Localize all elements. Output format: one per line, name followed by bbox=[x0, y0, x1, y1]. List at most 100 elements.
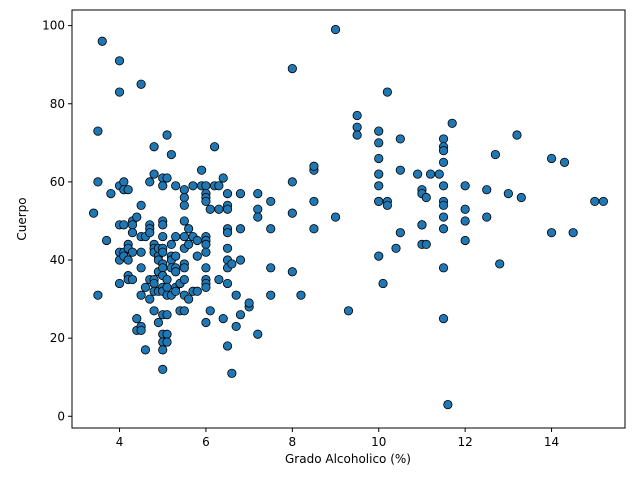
data-point bbox=[395, 228, 405, 238]
data-point bbox=[374, 153, 384, 164]
data-point bbox=[114, 278, 125, 289]
data-point bbox=[179, 216, 189, 226]
data-point bbox=[374, 138, 384, 148]
x-axis-label: Grado Alcoholico (%) bbox=[285, 452, 411, 466]
data-point bbox=[197, 165, 207, 175]
data-point bbox=[214, 181, 224, 191]
y-tick-label: 20 bbox=[50, 331, 65, 345]
data-point bbox=[287, 177, 297, 187]
data-points bbox=[89, 24, 609, 410]
data-point bbox=[231, 321, 241, 332]
data-point bbox=[145, 177, 155, 187]
data-point bbox=[374, 251, 384, 261]
data-point bbox=[205, 306, 215, 316]
data-point bbox=[309, 224, 319, 234]
data-point bbox=[179, 306, 189, 316]
data-point bbox=[438, 200, 449, 210]
data-point bbox=[266, 224, 276, 234]
data-point bbox=[253, 212, 263, 222]
data-point bbox=[374, 126, 384, 136]
data-point bbox=[222, 341, 233, 351]
data-point bbox=[136, 79, 146, 89]
data-point bbox=[222, 204, 233, 214]
data-point bbox=[192, 235, 202, 246]
data-point bbox=[136, 325, 146, 335]
data-point bbox=[598, 196, 609, 207]
data-point bbox=[253, 189, 263, 199]
data-point bbox=[209, 142, 220, 152]
data-point bbox=[235, 224, 246, 234]
data-point bbox=[162, 274, 172, 285]
data-point bbox=[417, 220, 427, 230]
data-point bbox=[171, 286, 181, 296]
data-point bbox=[438, 224, 449, 234]
data-point bbox=[438, 314, 449, 324]
data-point bbox=[516, 192, 526, 203]
data-point bbox=[162, 282, 172, 292]
data-point bbox=[201, 181, 211, 191]
data-point bbox=[214, 204, 224, 214]
data-point bbox=[244, 298, 254, 308]
data-point bbox=[343, 306, 354, 316]
data-point bbox=[352, 122, 362, 132]
data-point bbox=[149, 169, 159, 179]
data-point bbox=[222, 243, 233, 253]
data-point bbox=[382, 87, 392, 97]
data-point bbox=[231, 290, 241, 300]
data-point bbox=[158, 345, 168, 355]
data-point bbox=[162, 173, 172, 183]
data-point bbox=[127, 247, 138, 257]
data-point bbox=[145, 294, 155, 304]
data-point bbox=[438, 134, 449, 144]
data-point bbox=[179, 192, 189, 203]
data-point bbox=[179, 263, 189, 273]
y-axis-label: Cuerpo bbox=[15, 197, 29, 240]
data-point bbox=[127, 228, 138, 238]
data-point bbox=[218, 173, 228, 183]
data-point bbox=[184, 239, 194, 249]
data-point bbox=[222, 228, 233, 238]
y-tick-label: 80 bbox=[50, 97, 65, 111]
data-point bbox=[184, 224, 194, 234]
y-tick-label: 60 bbox=[50, 175, 65, 189]
data-point bbox=[166, 149, 176, 160]
data-point bbox=[201, 239, 211, 249]
data-point bbox=[218, 314, 228, 324]
data-point bbox=[222, 278, 233, 289]
data-point bbox=[149, 306, 159, 316]
data-point bbox=[93, 177, 103, 187]
data-point bbox=[201, 263, 211, 273]
data-point bbox=[158, 231, 168, 242]
data-point bbox=[149, 142, 159, 152]
data-point bbox=[153, 317, 164, 328]
data-point bbox=[227, 368, 237, 378]
data-point bbox=[447, 118, 457, 128]
data-point bbox=[495, 259, 505, 269]
data-point bbox=[309, 161, 319, 171]
x-tick-label: 10 bbox=[371, 435, 386, 449]
data-point bbox=[330, 212, 341, 222]
data-point bbox=[382, 200, 392, 210]
data-point bbox=[119, 220, 129, 230]
data-point bbox=[140, 282, 151, 292]
data-point bbox=[266, 290, 276, 300]
data-point bbox=[158, 263, 168, 273]
data-point bbox=[222, 189, 233, 199]
data-point bbox=[395, 134, 405, 144]
data-point bbox=[352, 130, 362, 140]
data-point bbox=[201, 282, 211, 292]
data-point bbox=[97, 36, 107, 46]
data-point bbox=[378, 278, 388, 289]
data-point bbox=[421, 192, 431, 203]
data-point bbox=[179, 200, 189, 210]
data-point bbox=[352, 110, 362, 121]
data-point bbox=[568, 228, 578, 238]
data-point bbox=[253, 329, 263, 339]
data-point bbox=[374, 196, 384, 207]
data-point bbox=[123, 255, 133, 265]
y-tick-label: 0 bbox=[57, 409, 65, 423]
data-point bbox=[119, 177, 129, 187]
data-point bbox=[93, 290, 103, 300]
data-point bbox=[235, 189, 246, 199]
x-axis-ticks: 4 6 8 10 12 14 bbox=[116, 428, 559, 449]
